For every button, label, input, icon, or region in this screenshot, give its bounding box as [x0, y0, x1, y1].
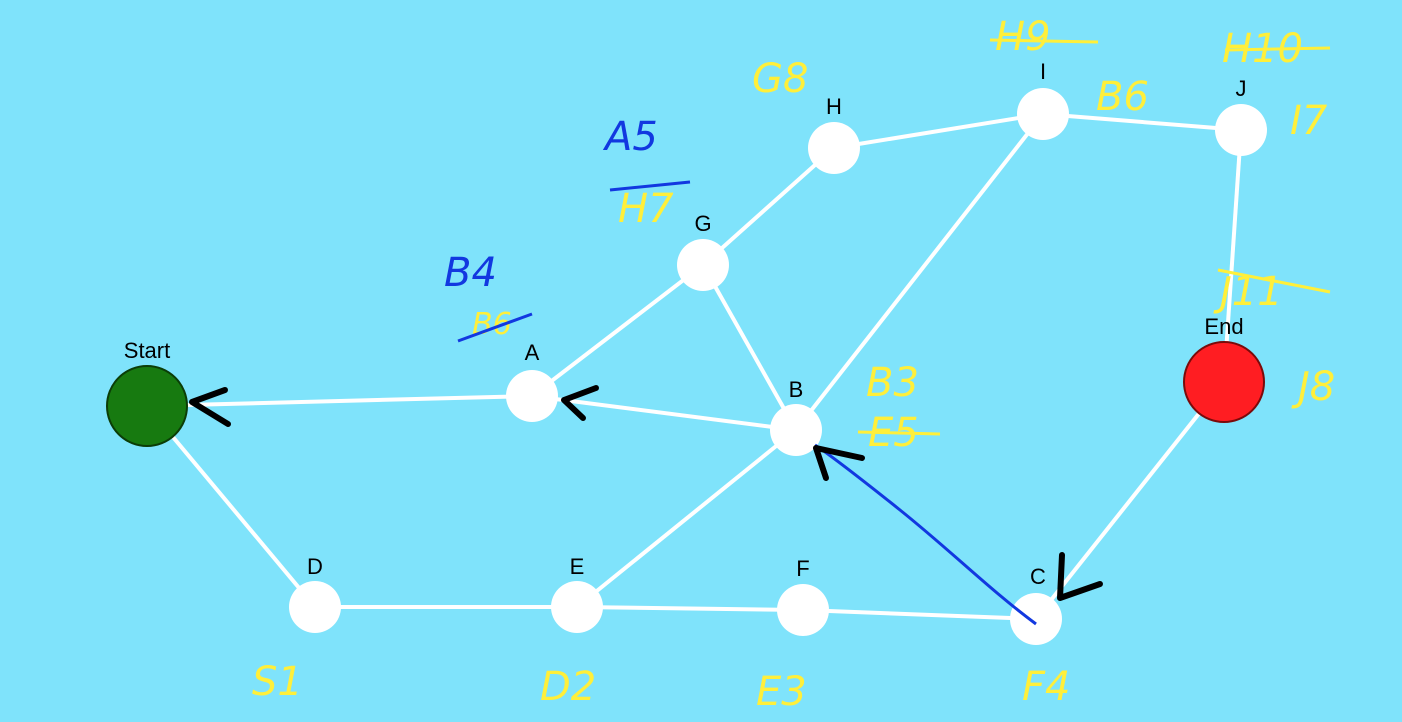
node-label-h: H [826, 94, 842, 119]
node-layer [106, 88, 1267, 645]
node-e [551, 581, 603, 633]
arrow-mark-start [189, 387, 231, 427]
annotation-b-b3: B3 [866, 360, 919, 406]
annotation-g-a5: A5 [602, 114, 658, 160]
strike-i-h9 [989, 38, 1099, 44]
edge-h-i [833, 112, 1044, 150]
node-label-start: Start [124, 338, 170, 363]
annotation-i-h9-crossed: H9 [995, 14, 1051, 60]
node-label-a: A [525, 340, 540, 365]
edge-b-e [575, 428, 798, 609]
blue-annotations: B4 A5 [444, 114, 1037, 626]
node-g [677, 239, 729, 291]
arrow-mark-a [561, 385, 599, 421]
annotation-j-i7: I7 [1290, 98, 1328, 144]
edge-f-c [802, 608, 1037, 621]
edge-g-b [701, 264, 798, 431]
path-line-c-to-b [814, 443, 1037, 626]
node-a [506, 370, 558, 422]
annotation-h-g8: G8 [752, 56, 808, 102]
annotation-g-h7-crossed: H7 [618, 186, 674, 232]
node-label-j: J [1236, 76, 1247, 101]
node-c [1010, 593, 1062, 645]
node-label-f: F [796, 556, 809, 581]
edge-i-b [794, 112, 1045, 432]
annotation-a-b4: B4 [444, 250, 497, 296]
arrow-mark-c [1057, 552, 1103, 601]
edge-e-f [576, 605, 804, 612]
edge-start-a [146, 394, 533, 408]
edge-a-g [530, 263, 705, 398]
node-label-e: E [570, 554, 585, 579]
node-i [1017, 88, 1069, 140]
edge-start-d [145, 404, 317, 609]
annotation-f-e3: E3 [756, 669, 807, 715]
node-j [1215, 104, 1267, 156]
strike-end-j11 [1217, 268, 1331, 294]
yellow-annotations: S1 D2 E3 F4 B3 E5 B6 H7 G8 H9 B6 H10 I7 … [252, 14, 1335, 715]
edge-g-h [701, 146, 836, 267]
node-label-c: C [1030, 564, 1046, 589]
node-label-end: End [1204, 314, 1243, 339]
strike-g-h7 [609, 180, 691, 192]
annotation-e-d2: D2 [540, 664, 596, 710]
annotation-c-f4: F4 [1022, 664, 1070, 710]
annotation-d-s1: S1 [252, 659, 303, 705]
strike-j-h10 [1224, 46, 1331, 52]
node-d [289, 581, 341, 633]
edge-layer [145, 112, 1243, 621]
node-label-i: I [1040, 59, 1046, 84]
node-label-d: D [307, 554, 323, 579]
annotation-end-j8: J8 [1291, 364, 1335, 410]
edge-a-b [531, 394, 797, 432]
node-end [1183, 341, 1265, 423]
arrow-mark-b [813, 445, 865, 481]
node-label-g: G [694, 211, 711, 236]
edge-j-end [1222, 129, 1243, 383]
strike-b-e5 [857, 430, 941, 436]
black-arrows [189, 385, 1103, 601]
node-label-b: B [789, 377, 804, 402]
annotation-i-b6: B6 [1096, 74, 1149, 120]
node-label-layer: Start A B C D E F G H I J End [124, 59, 1247, 589]
node-f [777, 584, 829, 636]
node-b [770, 404, 822, 456]
edge-end-c [1034, 380, 1226, 621]
edge-i-j [1042, 112, 1242, 132]
strike-a-b6 [457, 312, 533, 343]
node-h [808, 122, 860, 174]
node-start [106, 365, 188, 447]
